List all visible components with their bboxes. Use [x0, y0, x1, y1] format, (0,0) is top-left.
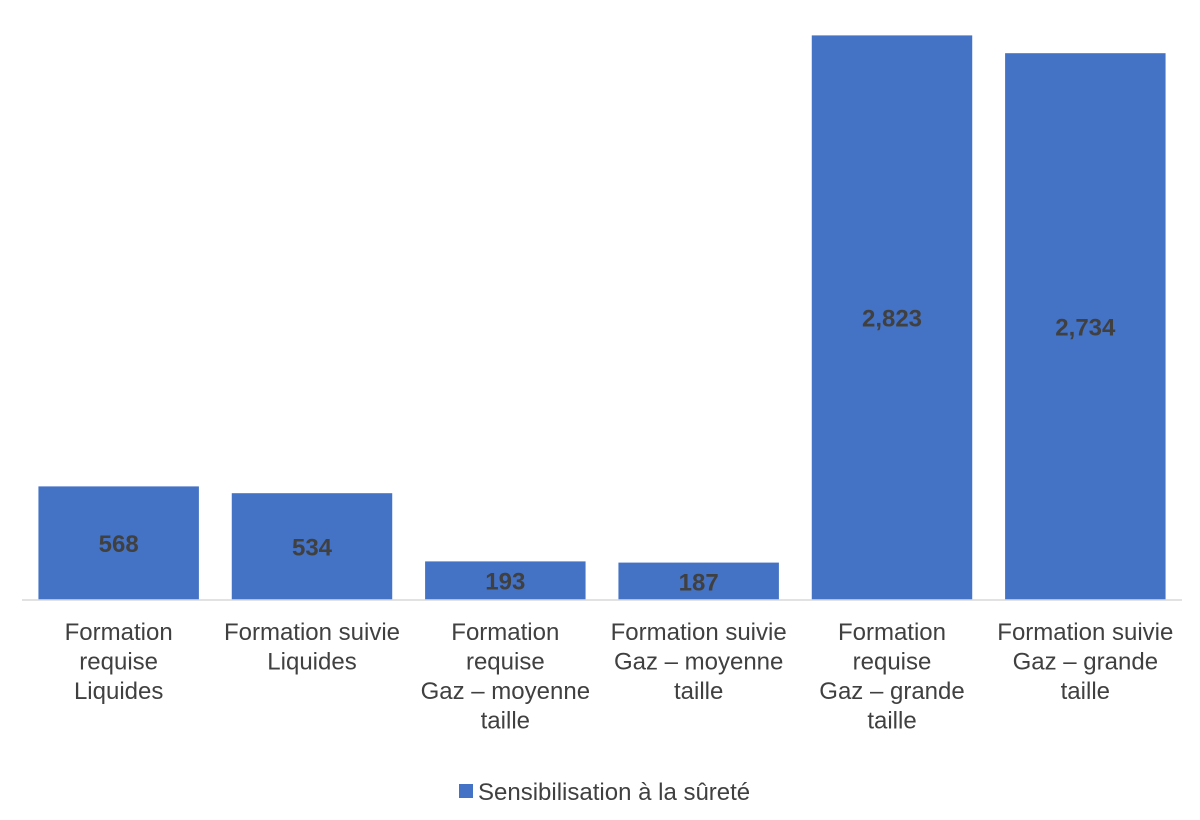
category-label: Formation suivie Liquides — [224, 619, 400, 676]
data-label: 534 — [292, 535, 333, 562]
category-label-line: requise — [853, 649, 932, 676]
bar — [1005, 53, 1166, 600]
category-label-line: Gaz – grande — [1013, 649, 1158, 676]
bar — [231, 493, 393, 600]
bars-group — [38, 35, 1166, 600]
category-label-line: Formation suivie — [611, 619, 787, 646]
category-label: Formation requise Liquides — [65, 619, 173, 705]
data-label: 2,823 — [862, 306, 922, 333]
category-label-line: Formation — [65, 619, 173, 646]
category-label-line: Formation — [451, 619, 559, 646]
category-label: Formation requise Gaz – grande taille — [819, 619, 964, 735]
bar — [811, 35, 973, 600]
category-label-line: requise — [466, 649, 545, 676]
category-label-line: taille — [674, 678, 723, 705]
data-label: 2,734 — [1055, 315, 1116, 342]
category-label-line: taille — [1061, 678, 1110, 705]
category-label-line: taille — [481, 708, 530, 735]
category-label-line: Liquides — [267, 649, 356, 676]
category-label-line: Formation suivie — [224, 619, 400, 646]
bar — [425, 561, 586, 600]
category-label-line: Formation suivie — [997, 619, 1173, 646]
category-label-line: Gaz – moyenne — [614, 649, 783, 676]
value-labels-group: 568 534 193 187 2,823 2,734 — [99, 306, 1116, 597]
legend: Sensibilisation à la sûreté — [459, 779, 750, 806]
category-label-line: requise — [79, 649, 158, 676]
category-label: Formation requise Gaz – moyenne taille — [421, 619, 590, 735]
legend-label: Sensibilisation à la sûreté — [478, 779, 750, 806]
legend-swatch — [459, 784, 473, 798]
data-label: 193 — [485, 569, 525, 596]
bar — [38, 486, 199, 600]
category-label-line: Liquides — [74, 678, 163, 705]
bar — [618, 562, 779, 600]
data-label: 187 — [679, 569, 719, 596]
category-label: Formation suivie Gaz – moyenne taille — [611, 619, 787, 705]
category-label-line: taille — [867, 708, 916, 735]
category-label-line: Gaz – moyenne — [421, 678, 590, 705]
category-label: Formation suivie Gaz – grande taille — [997, 619, 1173, 705]
category-label-line: Gaz – grande — [819, 678, 964, 705]
category-label-line: Formation — [838, 619, 946, 646]
data-label: 568 — [99, 531, 139, 558]
